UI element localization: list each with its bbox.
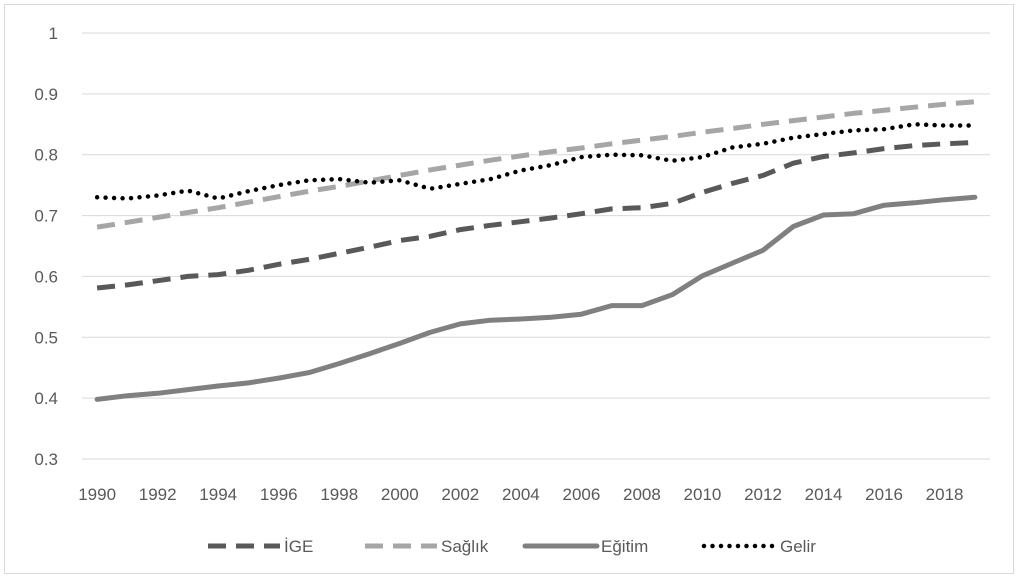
y-tick-label: 0.4 [34, 389, 58, 408]
x-tick-label: 2006 [562, 485, 600, 504]
y-tick-label: 0.6 [34, 267, 58, 286]
series-line-2 [94, 194, 978, 402]
y-tick-label: 0.7 [34, 207, 58, 226]
x-tick-label: 2000 [381, 485, 419, 504]
x-tick-label: 1994 [199, 485, 237, 504]
y-axis-ticks: 0.3 0.4 0.5 0.6 0.7 0.8 0.9 1 [34, 24, 58, 469]
y-tick-label: 0.5 [34, 328, 58, 347]
x-tick-label: 2004 [502, 485, 540, 504]
legend: İGE Sağlık Eğitim Gelir [208, 537, 816, 556]
x-tick-label: 2010 [684, 485, 722, 504]
legend-label: Sağlık [441, 537, 489, 556]
legend-label: Eğitim [601, 537, 648, 556]
x-tick-label: 2012 [744, 485, 782, 504]
series-line-1 [96, 99, 976, 230]
y-tick-label: 1 [49, 24, 58, 43]
x-tick-label: 2016 [865, 485, 903, 504]
y-tick-label: 0.9 [34, 85, 58, 104]
series-line-3 [94, 122, 978, 201]
gridlines [82, 32, 990, 460]
x-tick-label: 1990 [78, 485, 116, 504]
x-tick-label: 1992 [139, 485, 177, 504]
x-tick-label: 2018 [926, 485, 964, 504]
chart-frame [4, 4, 1014, 574]
x-tick-label: 2014 [805, 485, 843, 504]
legend-label: İGE [284, 537, 313, 556]
x-tick-label: 1998 [320, 485, 358, 504]
x-axis-ticks: 1990 1992 1994 1996 1998 2000 2002 2004 2006 2008… [78, 485, 963, 504]
y-tick-label: 0.8 [34, 146, 58, 165]
x-tick-label: 2008 [623, 485, 661, 504]
series-lines [94, 99, 978, 402]
legend-label: Gelir [780, 537, 816, 556]
x-tick-label: 2002 [441, 485, 479, 504]
x-tick-label: 1996 [260, 485, 298, 504]
series-line-0 [96, 140, 976, 291]
y-tick-label: 0.3 [34, 450, 58, 469]
